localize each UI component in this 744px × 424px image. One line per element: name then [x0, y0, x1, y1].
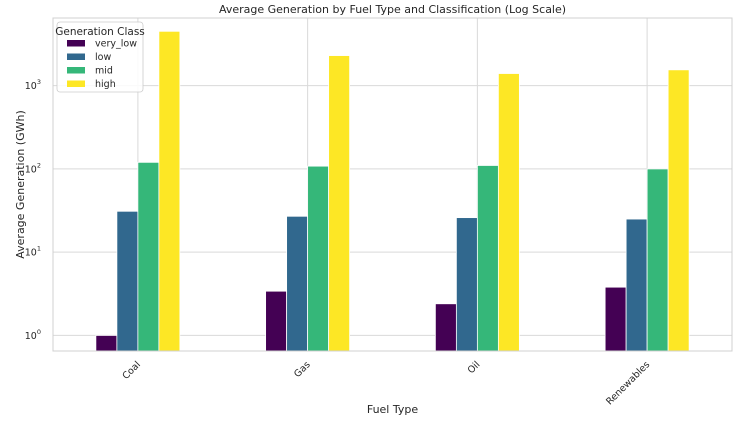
bar-mid-coal — [137, 161, 160, 352]
y-tick-label: 100 — [25, 328, 41, 342]
x-axis-label: Fuel Type — [367, 403, 419, 416]
bar-high-renewables — [667, 69, 690, 352]
y-tick-label: 102 — [25, 161, 41, 175]
y-tick-label: 103 — [25, 78, 41, 92]
x-tick-labels: Coal Gas Oil Renewables — [120, 359, 652, 407]
legend-swatch-low — [67, 53, 85, 60]
bar-low-oil — [455, 217, 478, 352]
bar-low-coal — [116, 210, 139, 352]
bar-very_low-oil — [434, 303, 457, 352]
bar-high-gas — [328, 55, 351, 352]
y-tick-labels: 100 101 102 103 — [25, 78, 41, 342]
bar-mid-oil — [476, 165, 499, 352]
legend-swatch-very_low — [67, 40, 85, 47]
legend-label-high: high — [95, 79, 116, 90]
x-tick-label: Coal — [120, 359, 143, 382]
legend-title: Generation Class — [55, 26, 145, 38]
legend-label-very_low: very_low — [95, 39, 137, 50]
legend-box — [56, 21, 144, 93]
bar-very_low-renewables — [604, 286, 627, 352]
y-tick-label: 101 — [25, 245, 41, 259]
legend-label-low: low — [95, 52, 111, 63]
y-axis-label: Average Generation (GWh) — [14, 110, 27, 258]
bar-low-gas — [286, 215, 309, 352]
x-tick-label: Renewables — [604, 359, 652, 407]
bar-very_low-gas — [265, 290, 288, 352]
bar-low-renewables — [625, 218, 648, 352]
legend-swatch-mid — [67, 67, 85, 74]
bar-very_low-coal — [95, 335, 118, 352]
chart-title: Average Generation by Fuel Type and Clas… — [219, 3, 566, 16]
bar-high-oil — [497, 73, 520, 352]
bar-mid-renewables — [646, 168, 669, 352]
legend-label-mid: mid — [95, 66, 113, 77]
plot-frame — [52, 17, 733, 352]
bar-mid-gas — [307, 165, 330, 352]
x-tick-label: Gas — [292, 359, 313, 380]
bar-high-coal — [158, 30, 181, 352]
legend-swatch-high — [67, 80, 85, 87]
x-tick-label: Oil — [466, 359, 483, 376]
